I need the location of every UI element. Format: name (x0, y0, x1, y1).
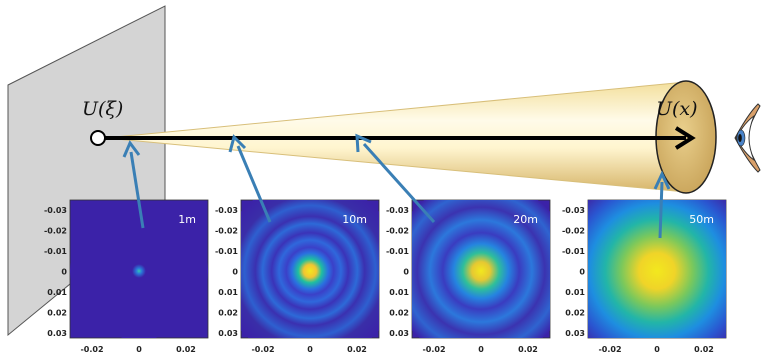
eye-icon (734, 103, 761, 173)
y-tick-label: 0 (579, 268, 585, 277)
y-tick-label: -0.03 (215, 206, 238, 215)
x-tick-label: 0.02 (347, 345, 367, 354)
x-tick-label: -0.02 (422, 345, 445, 354)
y-tick-label: 0.03 (389, 329, 409, 338)
y-tick-label: 0.02 (389, 309, 409, 318)
y-tick-label: 0.03 (565, 329, 585, 338)
y-tick-label: 0.02 (218, 309, 238, 318)
y-tick-label: -0.02 (562, 227, 585, 236)
pointer-arrows (122, 133, 671, 239)
y-tick-label: -0.02 (215, 227, 238, 236)
y-tick-label: -0.02 (44, 227, 67, 236)
distance-label: 50m (689, 213, 714, 226)
x-tick-label: 0 (478, 345, 484, 354)
y-tick-label: -0.03 (562, 206, 585, 215)
y-tick-label: 0.03 (47, 329, 67, 338)
intensity-panel-20m: 20m -0.03 -0.02 -0.01 0 0.01 0.02 0.03 -0.02 0 0.0… (386, 199, 551, 354)
distance-label: 20m (513, 213, 538, 226)
distance-label: 10m (342, 213, 367, 226)
intensity-spot (70, 202, 208, 338)
source-label: U(ξ) (82, 98, 123, 120)
x-tick-label: -0.02 (598, 345, 621, 354)
intensity-panel-1m: 1m -0.03 -0.02 -0.01 0 0.01 0.02 0.03 -0.02 0 0.02 (44, 199, 209, 354)
y-tick-label: -0.02 (386, 227, 409, 236)
x-tick-label: -0.02 (251, 345, 274, 354)
y-tick-label: 0.02 (47, 309, 67, 318)
x-tick-label: -0.02 (80, 345, 103, 354)
y-tick-label: -0.03 (44, 206, 67, 215)
intensity-spot (588, 200, 726, 338)
y-tick-label: -0.01 (562, 247, 585, 256)
distance-label: 1m (178, 213, 196, 226)
y-tick-label: 0.01 (565, 288, 585, 297)
y-tick-label: -0.01 (44, 247, 67, 256)
y-tick-label: -0.01 (215, 247, 238, 256)
x-tick-label: 0.02 (176, 345, 196, 354)
y-tick-label: 0.01 (389, 288, 409, 297)
intensity-spot (241, 200, 379, 338)
source-point-icon (90, 130, 106, 146)
pointer-arrow-20m (362, 142, 436, 224)
pointer-arrow-10m (236, 145, 272, 223)
x-tick-label: 0 (136, 345, 142, 354)
intensity-spot (412, 200, 550, 338)
intensity-panel-50m: 50m -0.03 -0.02 -0.01 0 0.01 0.02 0.03 -0.02 0 0.0… (562, 199, 727, 354)
x-tick-label: 0 (654, 345, 660, 354)
x-tick-label: 0.02 (694, 345, 714, 354)
observer-label: U(x) (656, 98, 698, 120)
intensity-panels: 1m -0.03 -0.02 -0.01 0 0.01 0.02 0.03 -0.02 0 0.02… (44, 199, 727, 354)
x-tick-label: 0.02 (518, 345, 538, 354)
y-tick-label: 0.02 (565, 309, 585, 318)
y-tick-label: 0.03 (218, 329, 238, 338)
y-tick-label: 0.01 (218, 288, 238, 297)
intensity-panel-10m: 10m -0.03 -0.02 -0.01 0 0.01 0.02 0.03 -0.02 0 0.0… (215, 199, 380, 354)
pointer-arrow-1m (129, 151, 145, 229)
pointer-arrow-50m (658, 181, 664, 239)
x-tick-label: 0 (307, 345, 313, 354)
y-tick-label: 0 (61, 268, 67, 277)
y-tick-label: -0.03 (386, 206, 409, 215)
y-tick-label: 0.01 (47, 288, 67, 297)
y-tick-label: 0 (232, 268, 238, 277)
y-tick-label: -0.01 (386, 247, 409, 256)
y-tick-label: 0 (403, 268, 409, 277)
beam-cone-edge (104, 81, 687, 139)
